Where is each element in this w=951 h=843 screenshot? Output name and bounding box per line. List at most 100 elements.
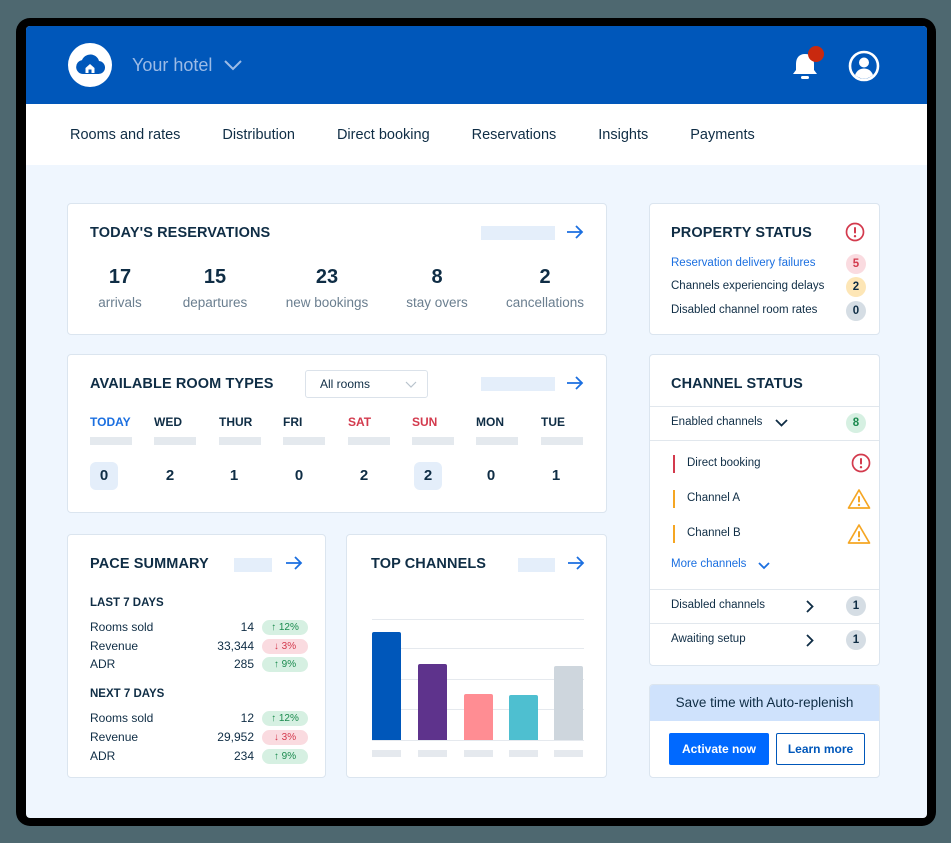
notifications-button[interactable] (790, 46, 824, 84)
pace-row: ADR 234 ↑ 9% (90, 748, 310, 766)
property-status-card: PROPERTY STATUS Reservation delivery fai… (649, 203, 880, 335)
section-heading: LAST 7 DAYS (90, 597, 164, 609)
top-bar: Your hotel (26, 26, 927, 104)
chevron-down-icon (224, 60, 243, 71)
main-nav: Rooms and rates Distribution Direct book… (26, 104, 927, 165)
channel-item-channel-b[interactable]: Channel B (673, 524, 871, 547)
nav-distribution[interactable]: Distribution (222, 126, 295, 143)
nav-rooms-and-rates[interactable]: Rooms and rates (70, 126, 181, 143)
chart-bar[interactable] (372, 632, 401, 740)
chevron-right-icon (806, 634, 814, 647)
nav-reservations[interactable]: Reservations (471, 126, 557, 143)
more-channels-toggle[interactable]: More channels (671, 555, 866, 575)
channel-item-channel-a[interactable]: Channel A (673, 489, 871, 512)
availability-tue[interactable]: 1 (551, 467, 561, 484)
enabled-channels-toggle[interactable]: Enabled channels 8 (671, 413, 866, 433)
hotel-selector[interactable]: Your hotel (132, 55, 243, 76)
trend-badge: ↑ 9% (262, 749, 308, 764)
chart-bar[interactable] (464, 694, 493, 740)
hotel-name: Your hotel (132, 55, 213, 75)
stat-cancellations: 2 cancellations (505, 266, 585, 310)
user-profile-button[interactable] (848, 50, 880, 82)
placeholder-bar (518, 558, 555, 572)
auto-replenish-promo-card: Save time with Auto-replenish Activate n… (649, 684, 880, 778)
card-title: CHANNEL STATUS (671, 376, 803, 392)
availability-sun[interactable]: 2 (414, 462, 442, 490)
placeholder-bar (234, 558, 272, 572)
cloud-home-logo-icon[interactable] (68, 43, 112, 87)
section-heading: NEXT 7 DAYS (90, 688, 165, 700)
warning-triangle-icon (847, 524, 871, 544)
availability-sat[interactable]: 2 (359, 467, 369, 484)
property-status-row: Channels experiencing delays 2 (671, 277, 866, 297)
awaiting-setup-row[interactable]: Awaiting setup 1 (671, 630, 866, 650)
promo-text: Save time with Auto-replenish (650, 685, 879, 721)
x-axis-label-placeholder (554, 750, 583, 757)
activate-now-button[interactable]: Activate now (669, 733, 769, 765)
trend-badge: ↑ 9% (262, 657, 308, 672)
warning-triangle-icon (847, 489, 871, 509)
chart-bar[interactable] (509, 695, 538, 740)
chart-bar[interactable] (418, 664, 447, 740)
disabled-channels-row[interactable]: Disabled channels 1 (671, 596, 866, 616)
availability-fri[interactable]: 0 (294, 467, 304, 484)
availability-mon[interactable]: 0 (486, 467, 496, 484)
x-axis-label-placeholder (372, 750, 401, 757)
pace-row: Revenue 33,344 ↓ 3% (90, 638, 310, 656)
top-channels-card: TOP CHANNELS (346, 534, 607, 778)
arrow-right-icon[interactable] (285, 555, 303, 571)
trend-badge: ↑ 12% (262, 711, 308, 726)
count-badge: 5 (846, 254, 866, 274)
pace-row: Rooms sold 12 ↑ 12% (90, 710, 310, 728)
trend-badge: ↓ 3% (262, 730, 308, 745)
chevron-right-icon (806, 600, 814, 613)
placeholder-bar (481, 226, 555, 240)
availability-today[interactable]: 0 (90, 462, 118, 490)
alert-circle-icon (851, 453, 871, 473)
card-title: TOP CHANNELS (371, 556, 487, 572)
count-badge: 1 (846, 596, 866, 616)
trend-badge: ↓ 3% (262, 639, 308, 654)
chevron-down-icon (775, 419, 788, 427)
nav-insights[interactable]: Insights (598, 126, 649, 143)
pace-row: Revenue 29,952 ↓ 3% (90, 729, 310, 747)
arrow-right-icon[interactable] (566, 224, 584, 240)
availability-thur[interactable]: 1 (229, 467, 239, 484)
card-title: AVAILABLE ROOM TYPES (90, 376, 274, 392)
chevron-down-icon (405, 381, 417, 388)
user-avatar-icon (848, 50, 880, 82)
todays-reservations-card: TODAY'S RESERVATIONS 17 arrivals 15 depa… (67, 203, 607, 335)
card-title: PROPERTY STATUS (671, 225, 812, 241)
stat-new-bookings: 23 new bookings (285, 266, 369, 310)
channel-status-card: CHANNEL STATUS Enabled channels 8 Direct… (649, 354, 880, 666)
count-badge: 1 (846, 630, 866, 650)
day-today: TODAY (90, 415, 135, 445)
day-fri: FRI (283, 415, 328, 445)
card-title: TODAY'S RESERVATIONS (90, 225, 271, 241)
available-room-types-card: AVAILABLE ROOM TYPES All rooms TODAY WED… (67, 354, 607, 513)
learn-more-button[interactable]: Learn more (776, 733, 865, 765)
day-sun: SUN (412, 415, 457, 445)
chart-bar[interactable] (554, 666, 583, 740)
x-axis-label-placeholder (418, 750, 447, 757)
pace-row: Rooms sold 14 ↑ 12% (90, 619, 310, 637)
alert-circle-icon (845, 222, 865, 242)
day-thur: THUR (219, 415, 264, 445)
stat-arrivals: 17 arrivals (98, 266, 142, 310)
property-status-row[interactable]: Reservation delivery failures 5 (671, 254, 866, 274)
trend-badge: ↑ 12% (262, 620, 308, 635)
stat-departures: 15 departures (182, 266, 248, 310)
nav-direct-booking[interactable]: Direct booking (336, 126, 430, 143)
count-badge: 2 (846, 277, 866, 297)
day-wed: WED (154, 415, 199, 445)
availability-wed[interactable]: 2 (165, 467, 175, 484)
count-badge: 0 (846, 301, 866, 321)
channel-item-direct-booking[interactable]: Direct booking (673, 453, 871, 477)
room-filter-select[interactable]: All rooms (305, 370, 428, 398)
arrow-right-icon[interactable] (566, 375, 584, 391)
x-axis-label-placeholder (464, 750, 493, 757)
placeholder-bar (481, 377, 555, 391)
arrow-right-icon[interactable] (567, 555, 585, 571)
nav-payments[interactable]: Payments (690, 126, 755, 143)
pace-summary-card: PACE SUMMARY LAST 7 DAYS Rooms sold 14 ↑ 1… (67, 534, 326, 778)
